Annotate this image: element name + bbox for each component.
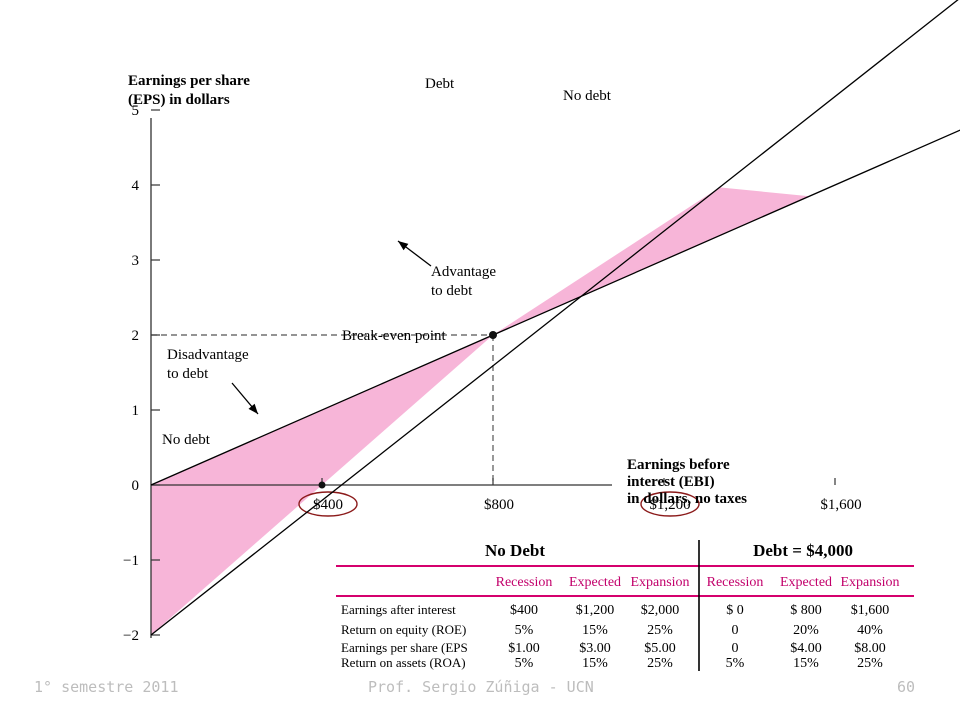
arrow-head	[248, 403, 258, 414]
table-cell: 15%	[582, 623, 608, 638]
y-axis-title: Earnings per share	[128, 73, 250, 89]
series-lines	[150, 0, 960, 636]
table-cell: $4.00	[790, 641, 822, 656]
table-cell: $8.00	[854, 641, 886, 656]
y-tick-label: 4	[132, 178, 140, 194]
break-even-label: Break-even point	[342, 328, 447, 344]
table-cell: $1.00	[508, 641, 540, 656]
no-debt-label-bg	[159, 429, 222, 449]
tick-highlight-circle	[640, 491, 700, 517]
annotations: Earnings per share (EPS) in dollars Earnin…	[128, 73, 747, 507]
row-label: Return on assets (ROA)	[341, 655, 466, 670]
table-cell: $ 0	[726, 603, 744, 618]
tick-highlight-circle	[298, 491, 358, 517]
x-tick-label: $400	[313, 497, 343, 513]
break-even-dot	[489, 331, 497, 339]
table-cell: 25%	[857, 656, 883, 671]
x-tick-label: $1,200	[649, 497, 690, 513]
table-cell: 5%	[515, 623, 534, 638]
y-tick-label: −1	[123, 553, 139, 569]
table-cell: 5%	[515, 656, 534, 671]
debt-series-label: Debt	[425, 76, 455, 92]
advantage-region	[493, 187, 810, 335]
table-background	[336, 537, 914, 671]
comparison-table: No Debt Debt = $4,000 Recession Expected Exp…	[336, 537, 914, 671]
footer-semester: 1° semestre 2011	[34, 678, 179, 696]
x-axis-title: interest (EBI)	[627, 474, 715, 490]
x-axis-title: in dollars, no taxes	[627, 491, 747, 507]
table-cell: 15%	[793, 656, 819, 671]
column-header: Recession	[496, 575, 553, 590]
table-cell: 25%	[647, 623, 673, 638]
table-cell: 5%	[726, 656, 745, 671]
break-even-guides	[151, 334, 494, 485]
y-tick-label: 2	[132, 328, 140, 344]
axes	[150, 118, 612, 638]
table-cell: $2,000	[641, 603, 680, 618]
column-header: Expansion	[840, 575, 899, 590]
row-label: Earnings per share (EPS	[341, 640, 468, 655]
x-tick-label: $800	[484, 497, 514, 513]
table-cell: 20%	[793, 623, 819, 638]
column-header: Expansion	[630, 575, 689, 590]
y-tick-label: 0	[132, 478, 140, 494]
debt-line	[150, 0, 959, 636]
table-cell: 0	[732, 641, 739, 656]
column-header: Expected	[780, 575, 832, 590]
x-axis-title: Earnings before	[627, 457, 730, 473]
disadvantage-label: to debt	[167, 366, 209, 382]
table-cell: 0	[732, 623, 739, 638]
table-cell: $5.00	[644, 641, 676, 656]
footer-author: Prof. Sergio Zúñiga - UCN	[368, 678, 594, 696]
table-cell: 15%	[582, 656, 608, 671]
y-axis-title: (EPS) in dollars	[128, 92, 230, 108]
table-cell: $1,600	[851, 603, 890, 618]
debt-title: Debt = $4,000	[753, 541, 853, 560]
no-debt-series-label: No debt	[563, 88, 612, 104]
column-header: Recession	[707, 575, 764, 590]
footer-page-number: 60	[897, 678, 916, 696]
no-debt-line	[150, 129, 960, 486]
table-cell: $1,200	[576, 603, 615, 618]
disadvantage-arrow	[231, 382, 259, 415]
table-cell: $ 800	[790, 603, 822, 618]
table-cell: $400	[510, 603, 538, 618]
ticks: −2 −1 0 1 2 3 4 5 $400 $800 $1,200 $1,600 $2,000	[123, 103, 862, 644]
advantage-label: to debt	[431, 283, 473, 299]
row-label: Return on equity (ROE)	[341, 622, 466, 637]
column-header: Expected	[569, 575, 621, 590]
arrow-head	[398, 241, 409, 251]
y-tick-label: 5	[132, 103, 140, 119]
advantage-label: Advantage	[431, 264, 496, 280]
no-debt-title: No Debt	[485, 541, 545, 560]
table-cell: 40%	[857, 623, 883, 638]
row-label: Earnings after interest	[341, 602, 456, 617]
y-tick-label: 3	[132, 253, 140, 269]
table-cell: 25%	[647, 656, 673, 671]
debt-zero-eps-dot	[318, 481, 326, 489]
advantage-arrow	[397, 240, 432, 267]
table-cell: $3.00	[579, 641, 611, 656]
y-tick-label: −2	[123, 628, 139, 644]
no-debt-inline-label: No debt	[162, 432, 211, 448]
x-tick-label: $1,600	[820, 497, 861, 513]
y-tick-label: 1	[132, 403, 140, 419]
disadvantage-label: Disadvantage	[167, 347, 249, 363]
